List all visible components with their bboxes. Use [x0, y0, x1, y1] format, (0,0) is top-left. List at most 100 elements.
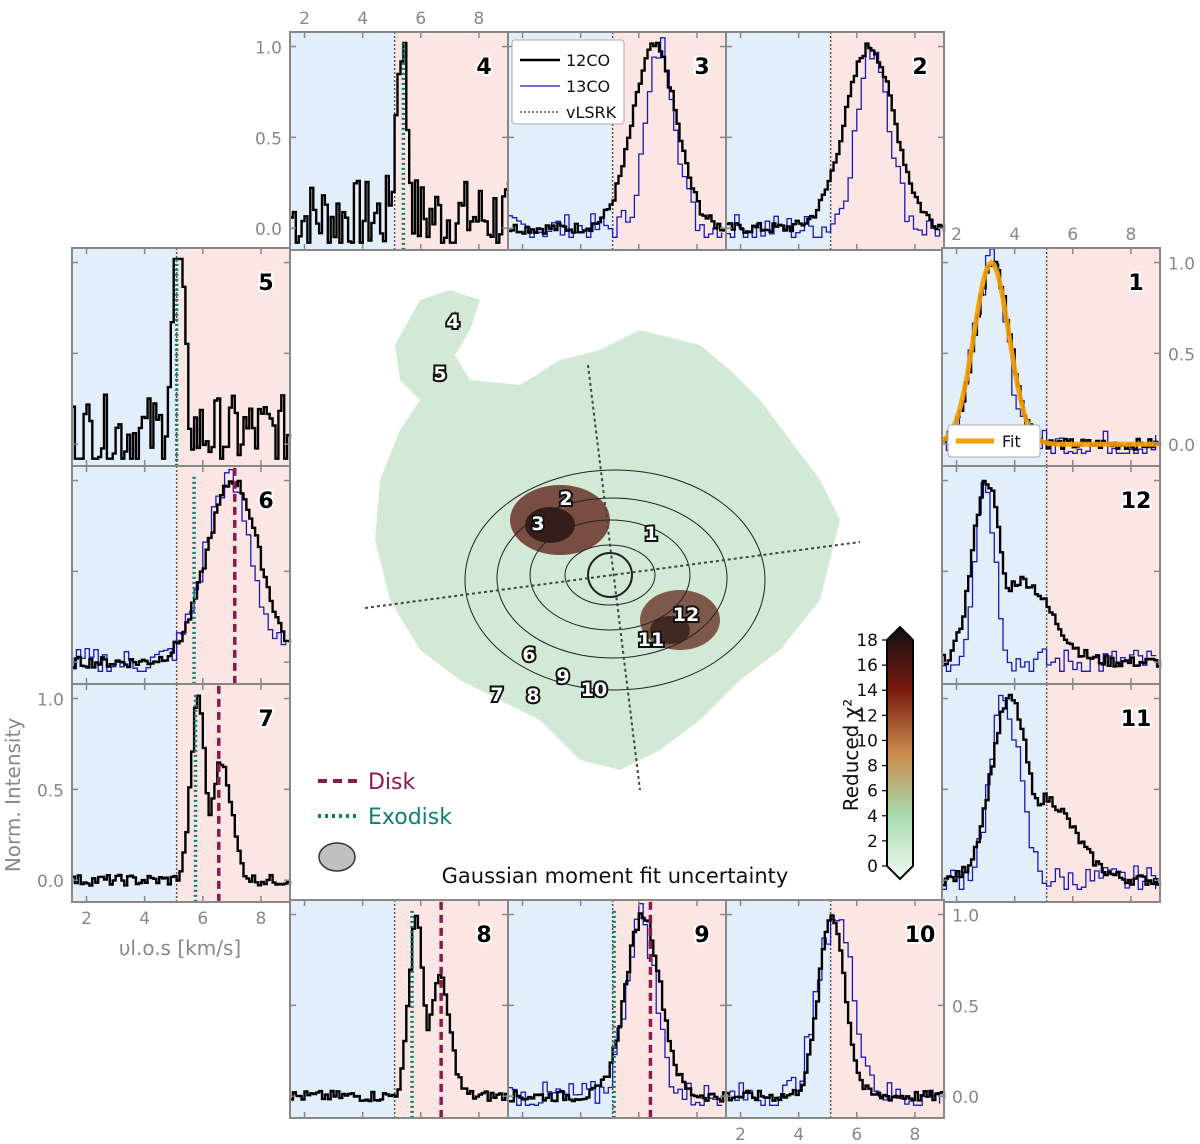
- map-label-10: 10: [581, 679, 607, 701]
- y-tick-label: 0.0: [1168, 436, 1195, 456]
- x-tick-label: 2: [299, 9, 310, 29]
- legend-top: 12CO 13CO vLSRK: [511, 39, 625, 125]
- x-tick-label: 8: [256, 909, 267, 929]
- beam-ellipse: [318, 842, 356, 872]
- y-tick-label: 0.5: [255, 129, 282, 149]
- y-tick-label: 0.5: [952, 997, 979, 1017]
- panel-label: 10: [905, 923, 936, 948]
- map-label-1: 1: [644, 523, 657, 545]
- spectrum-panel-5: 5: [71, 247, 292, 467]
- blueshift-region: [726, 32, 831, 250]
- panel-label: 7: [258, 707, 273, 732]
- redshift-region: [830, 32, 944, 250]
- y-tick-label: 0.5: [1168, 345, 1195, 365]
- panel-label: 3: [694, 55, 709, 80]
- colorbar-tick-label: 2: [867, 832, 878, 852]
- blueshift-region: [72, 248, 177, 466]
- colorbar-label: Reduced χ²: [839, 699, 863, 812]
- panel-label: 11: [1121, 707, 1152, 732]
- co13-spectrum: [72, 468, 287, 672]
- map-label-8: 8: [526, 685, 539, 707]
- y-tick-label: 1.0: [1168, 255, 1195, 275]
- x-tick-label: 6: [415, 9, 426, 29]
- co12-spectrum: [290, 41, 510, 244]
- x-tick-label: 4: [139, 909, 150, 929]
- colorbar-tick-label: 10: [856, 731, 878, 751]
- caption: Gaussian moment fit uncertainty: [442, 864, 789, 888]
- spectrum-panel-2: 2: [725, 31, 946, 251]
- x-tick-label: 4: [1009, 225, 1020, 245]
- map-label-5: 5: [433, 363, 446, 385]
- co12-spectrum: [942, 693, 1162, 887]
- x-tick-label: 6: [197, 909, 208, 929]
- blueshift-region: [72, 684, 177, 902]
- legend-label-0: 12CO: [566, 51, 610, 70]
- redshift-region: [1046, 466, 1160, 684]
- y-axis-label: Norm. Intensity: [1, 718, 25, 872]
- spectrum-panel-9: 9: [507, 899, 728, 1119]
- redshift-region: [830, 900, 944, 1118]
- map-label-6: 6: [522, 644, 535, 666]
- spectrum-panel-11: 11: [941, 683, 1162, 903]
- legend-exodisk-label: Exodisk: [368, 805, 452, 830]
- co13-spectrum: [726, 45, 941, 238]
- panel-label: 12: [1121, 489, 1152, 514]
- panel-label: 2: [912, 55, 927, 80]
- map-label-11: 11: [638, 629, 664, 651]
- panel-frame: [725, 899, 945, 1119]
- colorbar-tick-label: 14: [856, 681, 878, 701]
- hotspot-north-core: [525, 507, 575, 543]
- y-tick-label: 0.0: [255, 220, 282, 240]
- minor-axis-line: [587, 364, 641, 791]
- colorbar-tick-label: 12: [856, 706, 878, 726]
- co12-spectrum: [942, 479, 1162, 668]
- x-tick-label: 8: [474, 9, 485, 29]
- y-tick-label: 1.0: [255, 39, 282, 59]
- map-label-3: 3: [531, 513, 544, 535]
- panel-label: 6: [258, 489, 273, 514]
- colorbar-tick-label: 16: [856, 656, 878, 676]
- redshift-region: [394, 32, 508, 250]
- panel-frame: [941, 683, 1161, 903]
- spectrum-panel-1: 1: [940, 247, 1162, 467]
- colorbar-tick-label: 18: [856, 631, 878, 651]
- legend-lines: Disk Exodisk: [318, 770, 452, 830]
- x-tick-label: 2: [951, 225, 962, 245]
- x-tick-label: 8: [1126, 225, 1137, 245]
- redshift-region: [176, 248, 290, 466]
- major-axis-line: [364, 541, 861, 609]
- colorbar: 0 2 4 6 8 10 12 14 16 18 Reduced χ²: [839, 625, 914, 881]
- legend-disk-label: Disk: [368, 770, 416, 795]
- x-tick-label: 4: [357, 9, 368, 29]
- co12-spectrum: [290, 914, 510, 1103]
- panel-label: 5: [258, 271, 273, 296]
- map-label-4: 4: [446, 311, 459, 333]
- y-tick-label: 0.0: [952, 1088, 979, 1108]
- panel-label: 8: [476, 923, 491, 948]
- spectrum-panel-4: 4: [289, 31, 510, 251]
- redshift-region: [1046, 248, 1160, 466]
- spectrum-panel-12: 12: [941, 465, 1162, 685]
- map-label-2: 2: [559, 488, 572, 510]
- legend-label-1: 13CO: [566, 77, 610, 96]
- redshift-region: [612, 32, 726, 250]
- legend-fit-label: Fit: [1002, 432, 1021, 451]
- x-tick-label: 2: [81, 909, 92, 929]
- hotspot-south-core: [650, 616, 690, 644]
- co12-spectrum: [72, 479, 292, 669]
- redshift-region: [1046, 684, 1160, 902]
- colorbar-tick-label: 0: [867, 857, 878, 877]
- fit-curve: [940, 259, 1160, 447]
- spectrum-panel-6: 6: [71, 465, 292, 685]
- map-region-labels: 4 32 1 5 12 6 11 7 89 10: [431, 309, 701, 709]
- co13-spectrum: [726, 918, 941, 1106]
- y-tick-label: 1.0: [37, 691, 64, 711]
- map-label-7: 7: [490, 684, 503, 706]
- colorbar-ticks: 0 2 4 6 8 10 12 14 16 18: [856, 631, 887, 877]
- co12-spectrum: [726, 42, 946, 234]
- x-tick-label: 6: [851, 1125, 862, 1144]
- colorbar-tick-label: 4: [867, 807, 878, 827]
- y-tick-label: 1.0: [952, 907, 979, 927]
